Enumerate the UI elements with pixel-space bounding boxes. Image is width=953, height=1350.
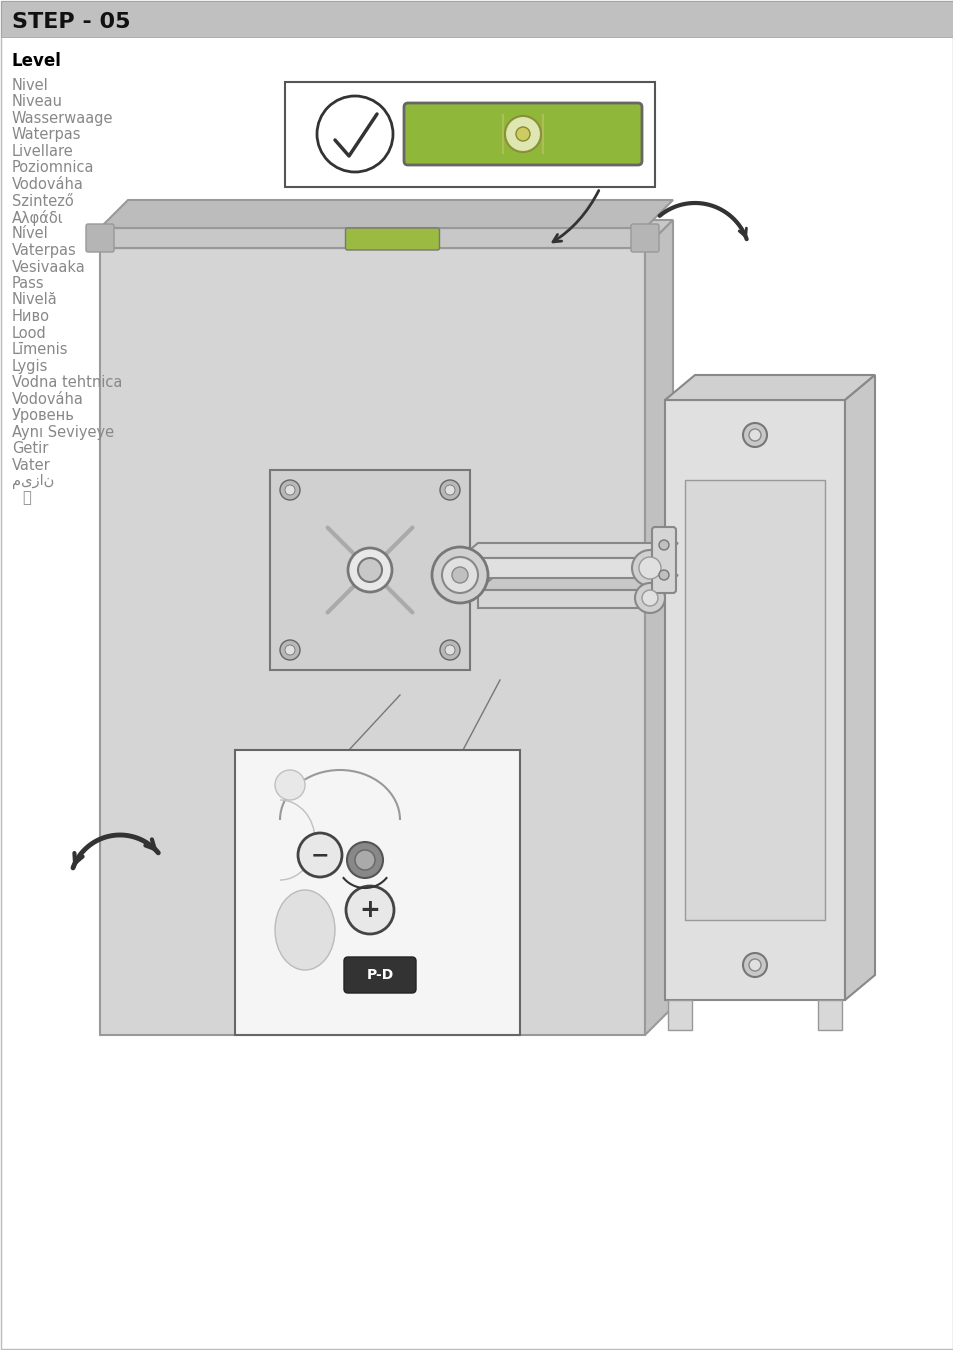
Text: P-D: P-D — [366, 968, 394, 981]
Circle shape — [280, 640, 299, 660]
Polygon shape — [100, 200, 672, 228]
Text: Nivel: Nivel — [12, 78, 49, 93]
Polygon shape — [844, 375, 874, 1000]
FancyBboxPatch shape — [270, 470, 470, 670]
Polygon shape — [644, 220, 672, 1035]
Text: Wasserwaage: Wasserwaage — [12, 111, 113, 126]
Circle shape — [280, 481, 299, 500]
Text: Lood: Lood — [12, 325, 47, 340]
Circle shape — [357, 558, 381, 582]
Text: Poziomnica: Poziomnica — [12, 161, 94, 176]
Text: Vater: Vater — [12, 458, 51, 472]
Text: Aynı Seviyeye: Aynı Seviyeye — [12, 424, 114, 440]
Text: Vaterpas: Vaterpas — [12, 243, 76, 258]
Text: Vodna tehtnica: Vodna tehtnica — [12, 375, 122, 390]
Text: STEP - 05: STEP - 05 — [12, 12, 131, 32]
Circle shape — [504, 116, 540, 153]
Polygon shape — [459, 543, 678, 558]
Circle shape — [347, 842, 382, 878]
FancyBboxPatch shape — [403, 103, 641, 165]
Ellipse shape — [274, 769, 305, 801]
Text: Lygis: Lygis — [12, 359, 49, 374]
Circle shape — [348, 548, 392, 593]
Circle shape — [444, 645, 455, 655]
Text: Getir: Getir — [12, 441, 49, 456]
Circle shape — [742, 953, 766, 977]
Circle shape — [641, 590, 658, 606]
Circle shape — [355, 850, 375, 869]
Text: +: + — [359, 898, 380, 922]
Circle shape — [452, 567, 468, 583]
FancyBboxPatch shape — [651, 526, 676, 593]
Circle shape — [742, 423, 766, 447]
Text: Livellare: Livellare — [12, 144, 73, 159]
Circle shape — [631, 549, 667, 586]
Circle shape — [659, 540, 668, 549]
FancyBboxPatch shape — [667, 1000, 691, 1030]
Polygon shape — [459, 558, 659, 578]
Ellipse shape — [274, 890, 335, 971]
Circle shape — [285, 645, 294, 655]
Text: Vesivaaka: Vesivaaka — [12, 259, 86, 274]
Polygon shape — [477, 590, 659, 608]
Text: Ниво: Ниво — [12, 309, 50, 324]
Text: Level: Level — [12, 53, 62, 70]
Text: Waterpas: Waterpas — [12, 127, 81, 143]
Circle shape — [748, 958, 760, 971]
Circle shape — [659, 570, 668, 580]
FancyBboxPatch shape — [234, 751, 519, 1035]
Polygon shape — [664, 375, 874, 400]
Text: Уровень: Уровень — [12, 408, 74, 423]
Circle shape — [439, 481, 459, 500]
Text: −: − — [311, 845, 329, 865]
Circle shape — [285, 485, 294, 495]
Circle shape — [441, 558, 477, 593]
Polygon shape — [100, 228, 644, 248]
Text: Nivelă: Nivelă — [12, 293, 58, 308]
FancyBboxPatch shape — [664, 400, 844, 1000]
Text: Nível: Nível — [12, 227, 49, 242]
Text: 调: 调 — [22, 490, 30, 505]
FancyBboxPatch shape — [344, 957, 416, 994]
FancyBboxPatch shape — [345, 228, 439, 250]
FancyBboxPatch shape — [86, 224, 113, 252]
Circle shape — [439, 640, 459, 660]
Text: Αλφάδι: Αλφάδι — [12, 211, 64, 225]
Circle shape — [516, 127, 530, 140]
Text: Szintező: Szintező — [12, 193, 73, 208]
FancyBboxPatch shape — [817, 1000, 841, 1030]
Circle shape — [432, 547, 488, 603]
FancyBboxPatch shape — [684, 481, 824, 919]
Circle shape — [639, 558, 660, 579]
Text: Līmenis: Līmenis — [12, 342, 69, 356]
Text: Vodováha: Vodováha — [12, 392, 84, 406]
FancyBboxPatch shape — [285, 82, 655, 188]
Circle shape — [297, 833, 341, 878]
Text: Vodováha: Vodováha — [12, 177, 84, 192]
Circle shape — [346, 886, 394, 934]
Polygon shape — [100, 220, 672, 248]
Text: Pass: Pass — [12, 275, 45, 292]
Circle shape — [316, 96, 393, 171]
Circle shape — [748, 429, 760, 441]
Text: میزان: میزان — [12, 474, 54, 489]
Circle shape — [635, 583, 664, 613]
Polygon shape — [477, 575, 678, 590]
Text: Niveau: Niveau — [12, 95, 63, 109]
Polygon shape — [100, 248, 644, 1035]
FancyBboxPatch shape — [1, 1, 952, 36]
Circle shape — [444, 485, 455, 495]
FancyBboxPatch shape — [630, 224, 659, 252]
